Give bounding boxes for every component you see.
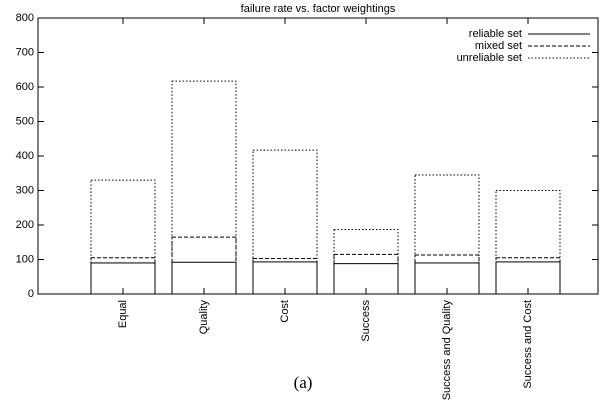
y-tick-label: 400 (16, 150, 34, 162)
bar (414, 174, 480, 295)
bar (495, 261, 561, 295)
bar (495, 190, 561, 295)
legend-label: unreliable set (457, 52, 522, 64)
y-tick-label: 600 (16, 81, 34, 93)
caption: (a) (294, 373, 313, 392)
legend-label: reliable set (469, 28, 522, 40)
y-tick-label: 0 (28, 288, 34, 300)
bar (252, 149, 318, 295)
chart-title: failure rate vs. factor weightings (241, 3, 396, 15)
bar (171, 236, 237, 295)
bar (414, 262, 480, 295)
x-tick-label: Equal (117, 300, 129, 328)
bar (90, 179, 156, 295)
y-tick-label: 300 (16, 184, 34, 196)
y-tick-label: 200 (16, 219, 34, 231)
x-tick-label: Success (360, 300, 372, 342)
y-tick-label: 500 (16, 115, 34, 127)
bar (252, 261, 318, 295)
y-tick-label: 100 (16, 253, 34, 265)
bar (90, 262, 156, 295)
legend-label: mixed set (475, 40, 522, 52)
x-tick-label: Success and Quality (441, 300, 453, 401)
x-tick-label: Success and Cost (522, 300, 534, 389)
bar (333, 228, 399, 295)
x-tick-label: Cost (279, 300, 291, 323)
x-tick-label: Quality (198, 300, 210, 335)
bar (171, 261, 237, 295)
y-tick-label: 800 (16, 12, 34, 24)
y-tick-label: 700 (16, 46, 34, 58)
bar (333, 263, 399, 295)
